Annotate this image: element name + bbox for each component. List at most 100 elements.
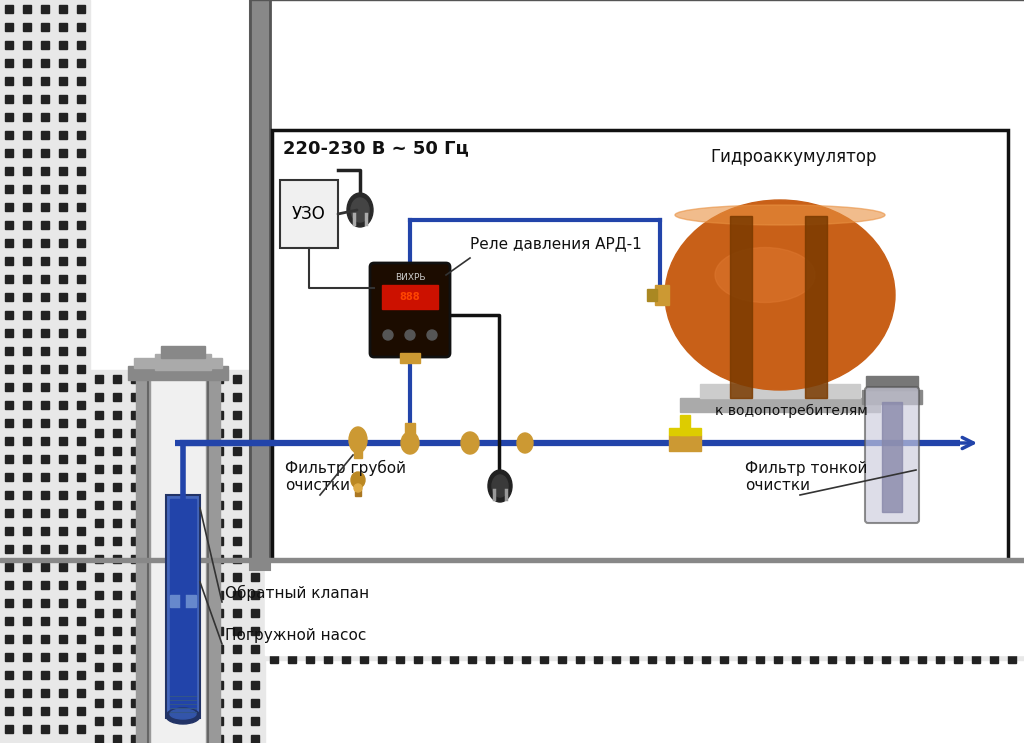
Bar bbox=[210, 370, 265, 743]
Bar bbox=[575, 637, 584, 645]
Bar bbox=[113, 735, 121, 743]
Bar bbox=[450, 565, 458, 573]
Bar bbox=[648, 565, 656, 573]
Bar bbox=[233, 717, 241, 725]
Bar bbox=[131, 447, 139, 455]
Bar bbox=[131, 609, 139, 617]
Bar bbox=[233, 645, 241, 653]
Bar bbox=[251, 483, 259, 491]
Bar bbox=[684, 601, 692, 609]
Bar bbox=[612, 601, 620, 609]
Bar bbox=[990, 601, 998, 609]
Bar bbox=[251, 735, 259, 743]
Bar bbox=[23, 329, 31, 337]
Bar bbox=[342, 565, 350, 573]
Bar bbox=[41, 113, 49, 121]
Bar bbox=[215, 375, 223, 383]
Bar bbox=[77, 581, 85, 589]
Bar bbox=[131, 393, 139, 401]
Bar bbox=[23, 509, 31, 517]
Bar bbox=[59, 545, 67, 553]
Bar bbox=[23, 617, 31, 625]
Bar bbox=[77, 131, 85, 139]
Bar bbox=[270, 583, 278, 591]
Bar bbox=[59, 5, 67, 13]
Bar bbox=[630, 583, 638, 591]
Bar bbox=[41, 473, 49, 481]
Bar bbox=[972, 601, 980, 609]
Bar bbox=[486, 619, 494, 627]
Bar bbox=[41, 599, 49, 607]
Bar bbox=[5, 725, 13, 733]
Bar bbox=[575, 583, 584, 591]
Bar bbox=[666, 565, 674, 573]
Bar bbox=[41, 23, 49, 31]
Bar bbox=[864, 637, 872, 645]
Bar bbox=[594, 565, 602, 573]
Bar bbox=[41, 221, 49, 229]
Bar bbox=[669, 435, 701, 451]
Bar bbox=[23, 77, 31, 85]
Bar bbox=[251, 465, 259, 473]
Bar bbox=[206, 368, 220, 743]
Bar bbox=[342, 619, 350, 627]
Bar bbox=[59, 383, 67, 391]
Bar bbox=[77, 725, 85, 733]
Bar bbox=[113, 627, 121, 635]
Bar bbox=[5, 635, 13, 643]
Bar bbox=[166, 495, 200, 718]
Bar bbox=[77, 473, 85, 481]
Bar bbox=[131, 465, 139, 473]
Bar bbox=[77, 437, 85, 445]
Bar bbox=[954, 637, 962, 645]
Bar bbox=[669, 428, 701, 435]
Bar bbox=[5, 437, 13, 445]
Bar bbox=[155, 354, 211, 370]
Bar bbox=[23, 527, 31, 535]
Bar bbox=[306, 565, 314, 573]
Bar bbox=[23, 635, 31, 643]
Bar bbox=[396, 583, 404, 591]
Bar bbox=[5, 41, 13, 49]
Bar bbox=[936, 655, 944, 663]
Bar bbox=[468, 601, 476, 609]
Bar bbox=[306, 655, 314, 663]
Bar bbox=[378, 619, 386, 627]
Bar bbox=[59, 437, 67, 445]
Bar bbox=[59, 347, 67, 355]
Bar bbox=[95, 501, 103, 509]
Bar bbox=[23, 599, 31, 607]
Bar bbox=[360, 619, 368, 627]
Text: УЗО: УЗО bbox=[292, 205, 326, 223]
Bar bbox=[684, 619, 692, 627]
Bar bbox=[288, 655, 296, 663]
Bar bbox=[558, 565, 566, 573]
Bar bbox=[77, 311, 85, 319]
Bar bbox=[414, 601, 422, 609]
Bar bbox=[59, 419, 67, 427]
Bar bbox=[360, 601, 368, 609]
Bar bbox=[5, 473, 13, 481]
Bar bbox=[540, 565, 548, 573]
Bar bbox=[540, 601, 548, 609]
Bar bbox=[59, 149, 67, 157]
Bar bbox=[131, 483, 139, 491]
Bar bbox=[265, 560, 1024, 660]
Bar bbox=[522, 565, 530, 573]
Bar bbox=[41, 689, 49, 697]
Bar bbox=[540, 655, 548, 663]
Bar bbox=[324, 583, 332, 591]
Bar bbox=[131, 537, 139, 545]
Bar bbox=[360, 637, 368, 645]
Bar bbox=[23, 257, 31, 265]
Bar bbox=[131, 573, 139, 581]
Bar bbox=[504, 655, 512, 663]
Bar bbox=[5, 5, 13, 13]
Bar bbox=[113, 447, 121, 455]
Bar bbox=[666, 637, 674, 645]
Bar bbox=[558, 619, 566, 627]
Bar bbox=[77, 707, 85, 715]
Bar bbox=[77, 113, 85, 121]
Bar bbox=[23, 239, 31, 247]
Bar bbox=[41, 635, 49, 643]
